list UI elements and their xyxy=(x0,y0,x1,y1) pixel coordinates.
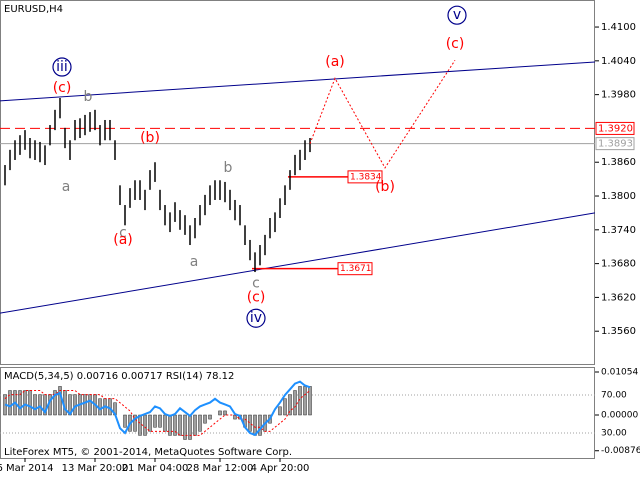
y-tick-label: -0.00876 xyxy=(601,446,640,456)
y2-tick-label: 70.00 xyxy=(601,390,627,400)
price-pane xyxy=(0,0,595,365)
wave-label: (c) xyxy=(247,289,266,305)
wave-label: b xyxy=(84,89,93,105)
level-box xyxy=(595,137,635,151)
level-box xyxy=(337,262,373,276)
chart-title: EURUSD,H4 xyxy=(4,4,63,15)
macd-bar xyxy=(278,406,282,416)
y2-tick-label: 30.00 xyxy=(601,429,627,439)
macd-bar xyxy=(258,414,262,436)
signal-line xyxy=(4,390,311,436)
y-tick-label: 1.3980 xyxy=(601,90,636,101)
y-tick-label: 1.4100 xyxy=(601,22,636,33)
macd-bar xyxy=(133,414,137,432)
macd-bar xyxy=(208,414,212,420)
y-tick-label: 1.3620 xyxy=(601,292,636,303)
macd-bar xyxy=(73,394,77,416)
macd-bar xyxy=(28,390,32,416)
wave-label: (a) xyxy=(113,232,133,248)
macd-bar xyxy=(148,414,152,432)
macd-bar xyxy=(98,398,102,416)
wave-label: iv xyxy=(250,310,262,326)
level-label: 1.3920 xyxy=(598,123,633,134)
macd-bar xyxy=(83,394,87,416)
wave-circle xyxy=(246,308,266,328)
macd-bar xyxy=(23,390,27,416)
macd-bar xyxy=(38,394,42,416)
x-tick-label: 28 Mar 12:00 xyxy=(187,463,254,474)
y-tick-label: 0.01054 xyxy=(601,367,638,377)
wave-label: a xyxy=(190,254,199,270)
macd-bar xyxy=(288,394,292,416)
indicator-pane xyxy=(0,367,595,459)
y-tick-label: 1.4040 xyxy=(601,56,636,67)
macd-bar xyxy=(303,386,307,416)
macd-bar xyxy=(223,410,227,416)
wave-label: (a) xyxy=(325,54,345,70)
macd-bar xyxy=(298,386,302,416)
macd-bar xyxy=(283,398,287,416)
y-tick-label: 1.3560 xyxy=(601,326,636,337)
rsi-line xyxy=(4,380,311,437)
wave-label: (c) xyxy=(53,80,72,96)
macd-bar xyxy=(178,414,182,436)
macd-bar xyxy=(153,414,157,428)
wave-label: (c) xyxy=(446,36,465,52)
y-tick-label: 1.3680 xyxy=(601,259,636,270)
wave-circle xyxy=(52,57,72,77)
level-label: 1.3893 xyxy=(598,139,633,150)
macd-bar xyxy=(193,414,197,436)
wave-label: iii xyxy=(56,59,68,75)
x-tick-label: 4 Apr 20:00 xyxy=(251,463,310,474)
wave-label: (b) xyxy=(375,179,395,195)
macd-bar xyxy=(53,390,57,416)
macd-bar xyxy=(138,414,142,436)
macd-bar xyxy=(198,414,202,432)
indicator-plot xyxy=(0,380,595,440)
x-tick-label: 21 Mar 04:00 xyxy=(122,463,189,474)
level-label: 1.3834 xyxy=(350,172,382,182)
indicator-title: MACD(5,34,5) 0.00716 0.00717 RSI(14) 78.… xyxy=(4,371,234,382)
y-tick-label: 1.3860 xyxy=(601,157,636,168)
wave-label: c xyxy=(119,225,127,241)
macd-bar xyxy=(203,414,207,424)
macd-bar xyxy=(8,390,12,416)
macd-bar xyxy=(18,390,22,416)
copyright: LiteForex MT5, © 2001-2014, MetaQuotes S… xyxy=(4,447,292,458)
macd-bar xyxy=(33,394,37,416)
level-box xyxy=(595,121,635,135)
macd-bar xyxy=(123,414,127,428)
wave-circle xyxy=(447,5,467,25)
wave-label: (b) xyxy=(140,130,160,146)
wave-label: a xyxy=(62,179,71,195)
macd-bar xyxy=(158,414,162,428)
macd-bar xyxy=(308,386,312,416)
wave-label: v xyxy=(453,7,461,23)
macd-bar xyxy=(248,414,252,432)
y-tick-label: 1.3800 xyxy=(601,191,636,202)
macd-bar xyxy=(88,394,92,416)
macd-bar xyxy=(183,414,187,440)
macd-bar xyxy=(163,414,167,432)
trend-line xyxy=(0,212,595,314)
price-plot xyxy=(0,59,595,314)
level-label: 1.3671 xyxy=(340,264,372,274)
forecast-path xyxy=(309,59,456,169)
y-tick-label: 1.3740 xyxy=(601,225,636,236)
x-tick-label: 13 Mar 20:00 xyxy=(62,463,129,474)
wave-label: b xyxy=(224,160,233,176)
wave-label: c xyxy=(252,275,260,291)
trend-line xyxy=(0,61,595,102)
x-tick-label: 6 Mar 2014 xyxy=(0,463,54,474)
macd-bar xyxy=(293,390,297,416)
y-tick-label: 0.00000 xyxy=(601,410,638,420)
macd-bar xyxy=(218,410,222,416)
macd-bar xyxy=(168,414,172,436)
level-box xyxy=(347,170,383,184)
macd-bar xyxy=(143,414,147,436)
